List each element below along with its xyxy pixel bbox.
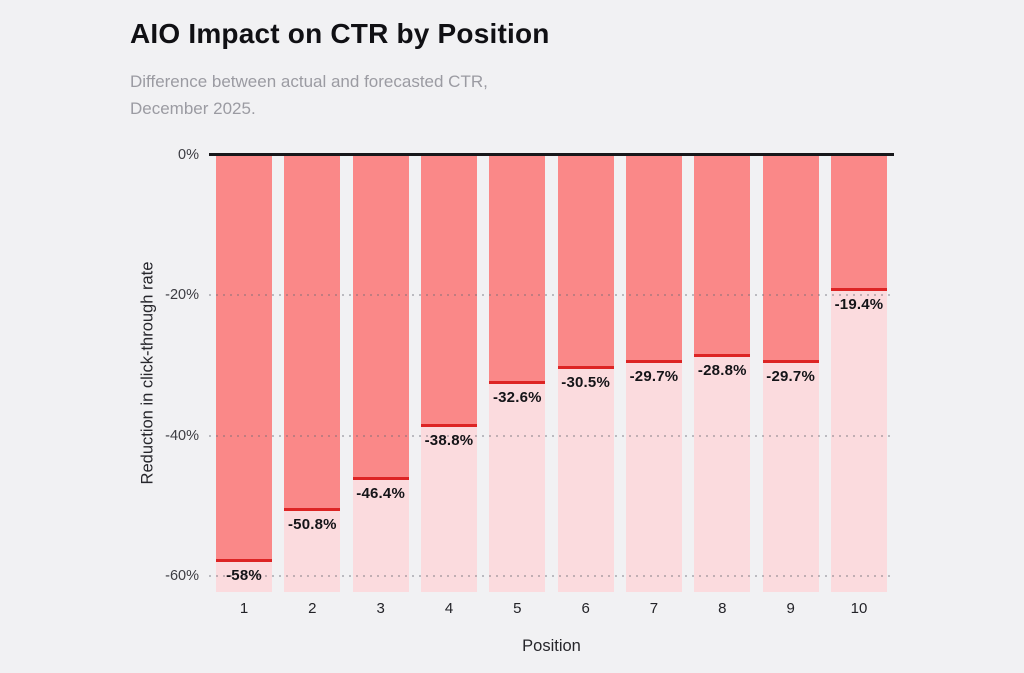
x-tick-label: 9 xyxy=(786,600,795,617)
bar-position-8: -28.8% xyxy=(694,155,751,592)
x-axis-labels: 1 2 3 4 5 6 7 8 9 10 xyxy=(209,600,894,617)
x-axis-title: Position xyxy=(522,637,581,655)
gridline--20% xyxy=(209,294,894,297)
bar-fill xyxy=(625,155,682,364)
bar-fill xyxy=(557,155,614,369)
bar-position-1: -58% xyxy=(216,155,272,592)
x-tick-label: 3 xyxy=(376,600,385,617)
x-tick-label: 8 xyxy=(718,600,727,617)
x-tick-label: 7 xyxy=(649,600,659,617)
bar-fill xyxy=(694,155,751,358)
bar-position-6: -30.5% xyxy=(557,155,614,592)
gridline--40% xyxy=(209,434,894,437)
bar-position-4: -38.8% xyxy=(420,155,477,592)
bar-position-5: -32.6% xyxy=(489,155,546,592)
bar-value-label: -28.8% xyxy=(697,362,747,380)
zero-axis-line xyxy=(209,153,894,156)
x-tick-label: 10 xyxy=(850,600,868,617)
y-tick-label: 0% xyxy=(178,147,199,163)
y-tick-label: -60% xyxy=(165,567,199,584)
x-tick-label: 1 xyxy=(239,600,249,617)
x-tick-label: 6 xyxy=(581,600,590,617)
plot-area: -58% -50.8% -46.4% -38.8% -32.6% -30.5% -29.7%… xyxy=(165,147,894,592)
chart-title: AIO Impact on CTR by Position xyxy=(130,18,550,49)
bar-value-label: -29.7% xyxy=(766,368,815,386)
bar-value-label: -58% xyxy=(226,566,262,584)
x-tick-label: 4 xyxy=(444,600,454,617)
bar-value-label: -29.7% xyxy=(629,368,679,386)
bar-value-label: -19.4% xyxy=(834,296,884,314)
bar-position-2: -50.8% xyxy=(284,155,341,592)
bar-position-10: -19.4% xyxy=(830,155,887,592)
bar-position-7: -29.7% xyxy=(625,155,682,592)
bar-fill xyxy=(489,155,546,384)
x-tick-label: 5 xyxy=(513,600,522,617)
bar-position-3: -46.4% xyxy=(352,155,409,592)
x-tick-label: 2 xyxy=(308,600,317,617)
y-tick-label: -20% xyxy=(165,287,199,304)
y-tick-label: -40% xyxy=(165,427,199,444)
gridline--60% xyxy=(209,574,894,577)
bar-fill xyxy=(284,155,341,512)
chart-subtitle-line2: December 2025. xyxy=(130,99,256,118)
chart-subtitle: Difference between actual and forecasted… xyxy=(130,68,488,122)
bar-value-label: -38.8% xyxy=(424,432,474,450)
bar-fill xyxy=(762,155,819,364)
bar-fill xyxy=(352,155,409,481)
bar-value-label: -32.6% xyxy=(492,388,542,406)
chart-subtitle-line1: Difference between actual and forecasted… xyxy=(130,72,488,91)
bar-position-9: -29.7% xyxy=(762,155,819,592)
bars-row: -58% -50.8% -46.4% -38.8% -32.6% -30.5% -29.7%… xyxy=(209,155,894,592)
bar-fill xyxy=(216,155,272,562)
bar-value-label: -30.5% xyxy=(561,373,610,391)
bar-value-label: -46.4% xyxy=(356,485,406,503)
bar-fill xyxy=(420,155,477,428)
bar-fill xyxy=(830,155,887,292)
y-axis-ticks: 0% -20% -40% -60% xyxy=(129,147,209,592)
bar-value-label: -50.8% xyxy=(287,516,337,534)
